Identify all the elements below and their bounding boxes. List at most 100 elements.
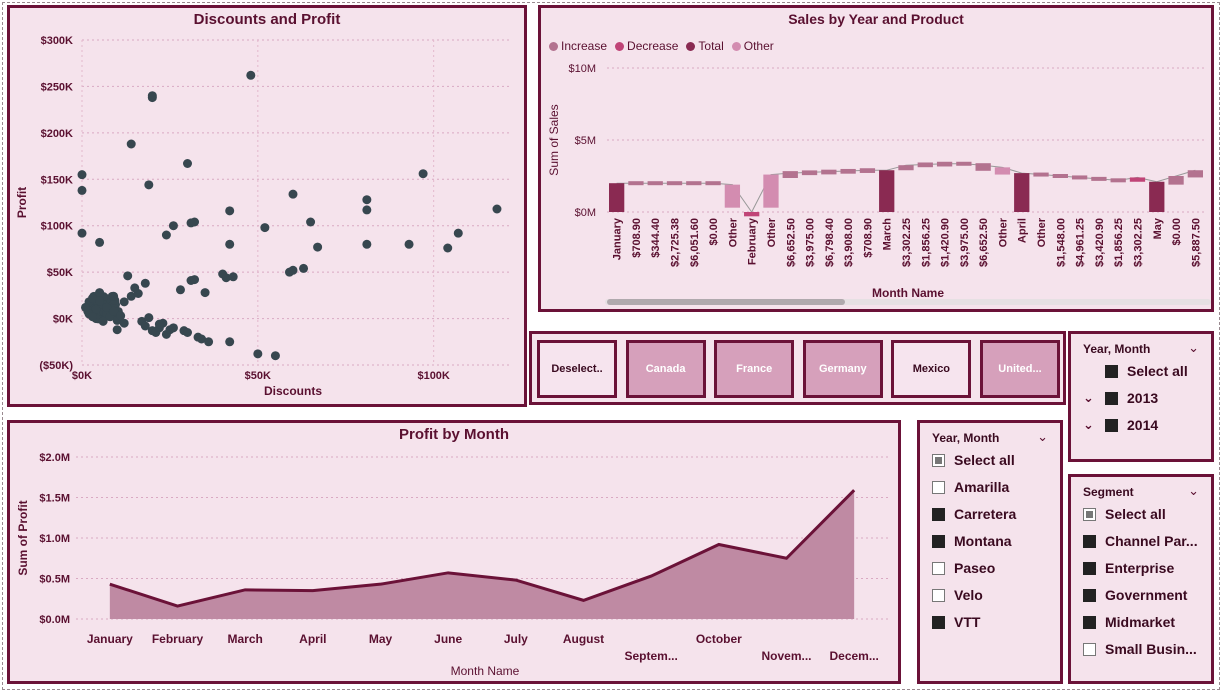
chevron-down-icon[interactable]: ⌄ xyxy=(1188,340,1199,355)
waterfall-connector xyxy=(616,163,1196,213)
slicer-item[interactable]: VTT xyxy=(932,614,980,630)
country-button[interactable]: Germany xyxy=(802,340,883,398)
country-button[interactable]: Canada xyxy=(625,340,706,398)
waterfall-xtick-label: $1,420.90 xyxy=(940,218,952,267)
checkbox[interactable] xyxy=(1083,561,1096,575)
scatter-point xyxy=(98,316,108,326)
legend-item[interactable]: Decrease xyxy=(615,39,678,53)
slicer-item[interactable]: Enterprise xyxy=(1083,560,1174,576)
profit-month-chart[interactable]: $2.0M $1.5M $1.0M $0.5M $0.0M Sum of Profit Ja… xyxy=(10,423,898,681)
scatter-point xyxy=(95,237,105,247)
slicer-item[interactable]: Velo xyxy=(932,587,983,603)
waterfall-panel[interactable]: Sales by Year and Product Increase Decrea… xyxy=(538,5,1214,312)
waterfall-bar xyxy=(647,181,663,186)
waterfall-xtick-label: $1,548.00 xyxy=(1055,218,1067,267)
scatter-xtick-label: $0K xyxy=(72,370,92,382)
year-month-slicer-header: Year, Month xyxy=(1083,342,1151,356)
checkbox[interactable] xyxy=(932,534,945,548)
scatter-point xyxy=(140,278,150,288)
checkbox[interactable] xyxy=(1083,534,1096,548)
product-slicer: Year, Month ⌄ Select all Amarilla Carreter… xyxy=(917,420,1063,684)
chevron-down-icon[interactable]: ⌄ xyxy=(1188,483,1199,498)
checkbox[interactable] xyxy=(932,480,945,494)
scatter-panel[interactable]: Discounts and Profit $300K $250K $200K $150… xyxy=(7,5,527,407)
horizontal-scrollbar-thumb[interactable] xyxy=(607,299,845,305)
area-xtick-label: April xyxy=(299,632,326,646)
slicer-item[interactable]: Montana xyxy=(932,533,1012,549)
checkbox[interactable] xyxy=(1083,642,1096,656)
waterfall-xtick-label: Other xyxy=(766,217,778,247)
checkbox[interactable] xyxy=(932,588,945,602)
scatter-point xyxy=(183,159,192,168)
legend-label: Other xyxy=(743,39,774,53)
legend-label: Increase xyxy=(561,39,608,53)
scatter-point xyxy=(418,169,428,179)
slicer-item[interactable]: Select all xyxy=(1083,506,1166,522)
slicer-item[interactable]: ⌄ 2014 xyxy=(1083,417,1158,433)
checkbox[interactable] xyxy=(1105,418,1118,432)
scatter-point xyxy=(116,311,126,321)
scatter-point xyxy=(147,91,157,101)
waterfall-xtick-label: Other xyxy=(727,217,739,247)
waterfall-xtick-label: $2,725.38 xyxy=(670,218,682,267)
slicer-item-label: Velo xyxy=(954,587,983,603)
spacer xyxy=(1083,364,1097,379)
checkbox[interactable] xyxy=(1083,588,1096,602)
slicer-item[interactable]: Government xyxy=(1083,587,1187,603)
slicer-item[interactable]: Carretera xyxy=(932,506,1016,522)
checkbox[interactable] xyxy=(932,561,945,575)
profit-month-panel[interactable]: Profit by Month $2.0M $1.5M $1.0M $0.5M $0.0… xyxy=(7,420,901,684)
checkbox[interactable] xyxy=(1105,391,1118,405)
checkbox[interactable] xyxy=(932,507,945,521)
scatter-chart[interactable]: $300K$250K$200K$150K$100K$50K$0K($50K)$0… xyxy=(10,8,524,404)
expand-chevron-icon[interactable]: ⌄ xyxy=(1083,390,1094,405)
checkbox[interactable] xyxy=(932,615,945,629)
area-fill xyxy=(109,490,855,619)
scatter-xtick-label: $50K xyxy=(245,370,271,382)
scatter-point xyxy=(144,180,154,190)
country-button[interactable]: United... xyxy=(980,340,1060,398)
area-xaxis-title: Month Name xyxy=(451,664,520,678)
scatter-ytick-label: $300K xyxy=(41,35,73,47)
legend-item[interactable]: Total xyxy=(686,39,724,53)
scatter-point xyxy=(77,228,87,238)
waterfall-bar xyxy=(975,163,991,171)
legend-item[interactable]: Other xyxy=(731,39,774,53)
waterfall-xtick-label: $344.40 xyxy=(650,218,662,258)
country-button[interactable]: France xyxy=(714,340,795,398)
area-ytick-label: $1.5M xyxy=(39,493,70,505)
waterfall-xtick-label: $6,798.40 xyxy=(824,218,836,267)
country-slicer-panel: Deselect.. Canada France Germany Mexico Unite… xyxy=(529,331,1066,405)
slicer-item[interactable]: Midmarket xyxy=(1083,614,1175,630)
checkbox[interactable] xyxy=(1105,364,1118,378)
legend-item[interactable]: Increase xyxy=(549,39,607,53)
waterfall-chart[interactable]: $10M $5M $0M Sum of Sales January $708.90 $344… xyxy=(541,8,1211,309)
checkbox[interactable] xyxy=(1083,615,1096,629)
country-button[interactable]: Mexico xyxy=(891,340,972,398)
area-line xyxy=(109,489,856,608)
scatter-point xyxy=(362,195,372,205)
slicer-item[interactable]: Channel Par... xyxy=(1083,533,1198,549)
slicer-item[interactable]: Amarilla xyxy=(932,479,1009,495)
waterfall-bar xyxy=(782,171,798,178)
waterfall-xaxis-title: Month Name xyxy=(872,286,944,300)
slicer-item[interactable]: Paseo xyxy=(932,560,995,576)
scatter-point xyxy=(168,323,178,333)
area-xtick-label: July xyxy=(504,632,528,646)
slicer-item-label: Select all xyxy=(1127,363,1188,379)
checkbox[interactable] xyxy=(932,453,945,467)
slicer-item[interactable]: Small Busin... xyxy=(1083,641,1197,657)
slicer-item[interactable]: ⌄ 2013 xyxy=(1083,390,1158,406)
waterfall-bar xyxy=(724,184,741,208)
scatter-point xyxy=(190,217,200,227)
waterfall-bar xyxy=(936,161,953,167)
slicer-item[interactable]: Select all xyxy=(1083,363,1188,379)
checkbox[interactable] xyxy=(1083,507,1096,521)
scatter-point xyxy=(77,170,87,180)
chevron-down-icon[interactable]: ⌄ xyxy=(1037,429,1048,444)
expand-chevron-icon[interactable]: ⌄ xyxy=(1083,417,1094,432)
country-button[interactable]: Deselect.. xyxy=(537,340,617,398)
slicer-item[interactable]: Select all xyxy=(932,452,1015,468)
waterfall-ytick-label: $10M xyxy=(568,63,596,75)
